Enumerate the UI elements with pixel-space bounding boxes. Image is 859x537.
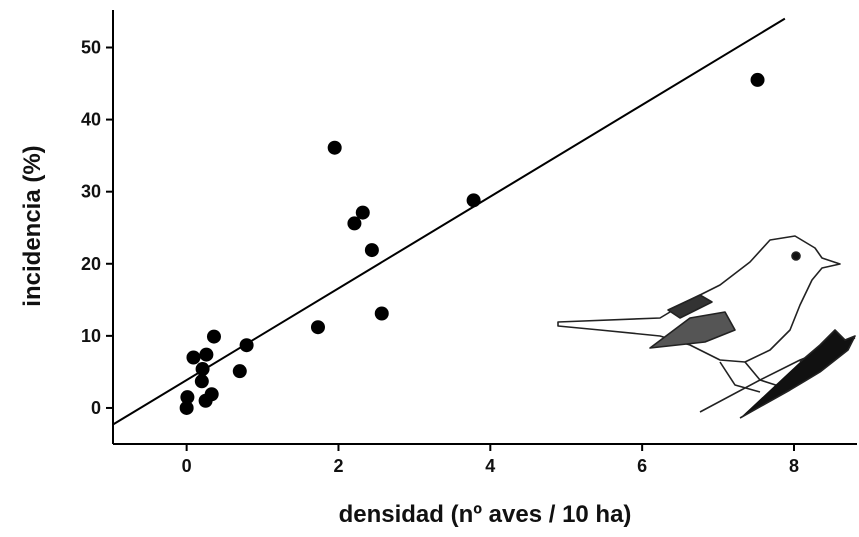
data-point [374,306,389,321]
data-point [206,329,221,344]
x-tick-label: 4 [485,456,495,476]
data-point [186,350,201,365]
bird-illustration [557,235,856,419]
data-point [347,216,362,231]
data-point [195,362,210,377]
x-axis-title: densidad (nº aves / 10 ha) [339,501,632,528]
y-tick-label: 50 [81,37,101,57]
data-point [310,320,325,335]
data-point [750,72,765,87]
y-axis-title: incidencia (%) [19,145,46,306]
x-tick-label: 2 [333,456,343,476]
data-point [179,400,194,415]
y-tick-label: 30 [81,182,101,202]
trend-line [112,17,786,426]
x-tick-label: 0 [182,456,192,476]
y-tick-label: 10 [81,326,101,346]
data-point [364,243,379,258]
data-point [355,205,370,220]
data-point [327,140,342,155]
y-tick-label: 0 [91,398,101,418]
data-point [180,390,195,405]
data-point [199,347,214,362]
data-point [466,193,481,208]
y-tick-label: 20 [81,254,101,274]
data-point [239,338,254,353]
y-tick-label: 40 [81,110,101,130]
x-tick-label: 8 [789,456,799,476]
data-point [204,387,219,402]
data-point [232,364,247,379]
data-point [194,374,209,389]
x-tick-label: 6 [637,456,647,476]
